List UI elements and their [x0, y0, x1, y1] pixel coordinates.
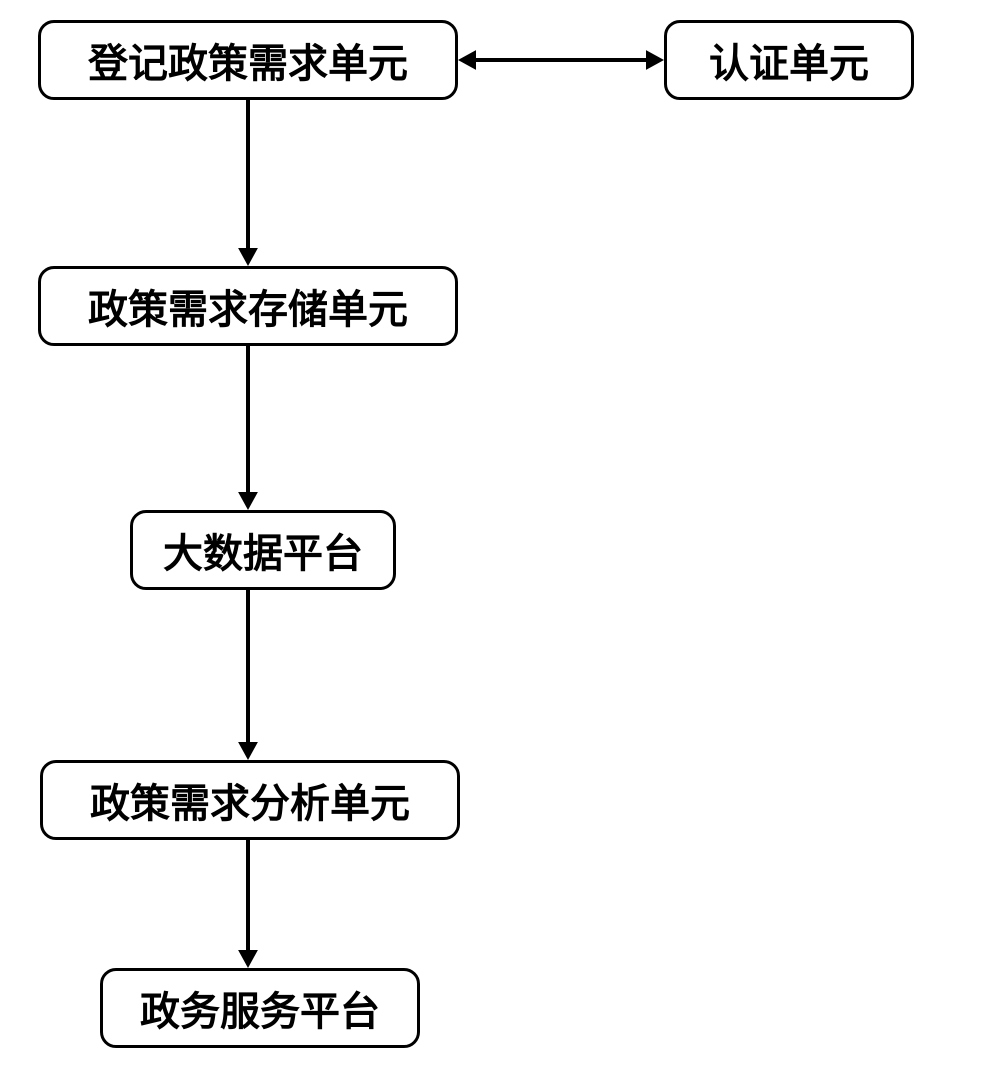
- node-label: 认证单元: [709, 31, 869, 89]
- flowchart-container: 登记政策需求单元 认证单元政策需求存储单元大数据平台政策需求分析单元政务服务平台: [0, 0, 999, 1068]
- node-auth: 认证单元: [664, 20, 914, 100]
- node-label: 登记政策需求单元: [88, 31, 408, 89]
- node-service: 政务服务平台: [100, 968, 420, 1048]
- node-label: 大数据平台: [163, 521, 363, 579]
- edge-register-auth: [458, 50, 664, 70]
- node-storage: 政策需求存储单元: [38, 266, 458, 346]
- edge-bigdata-analysis: [238, 590, 258, 760]
- edge-register-storage: [238, 100, 258, 266]
- node-label: 政务服务平台: [140, 979, 380, 1037]
- node-register: 登记政策需求单元: [38, 20, 458, 100]
- edge-analysis-service: [238, 840, 258, 968]
- node-label: 政策需求存储单元: [88, 277, 408, 335]
- node-bigdata: 大数据平台: [130, 510, 396, 590]
- node-label: 政策需求分析单元: [90, 771, 410, 829]
- node-analysis: 政策需求分析单元: [40, 760, 460, 840]
- edge-storage-bigdata: [238, 346, 258, 510]
